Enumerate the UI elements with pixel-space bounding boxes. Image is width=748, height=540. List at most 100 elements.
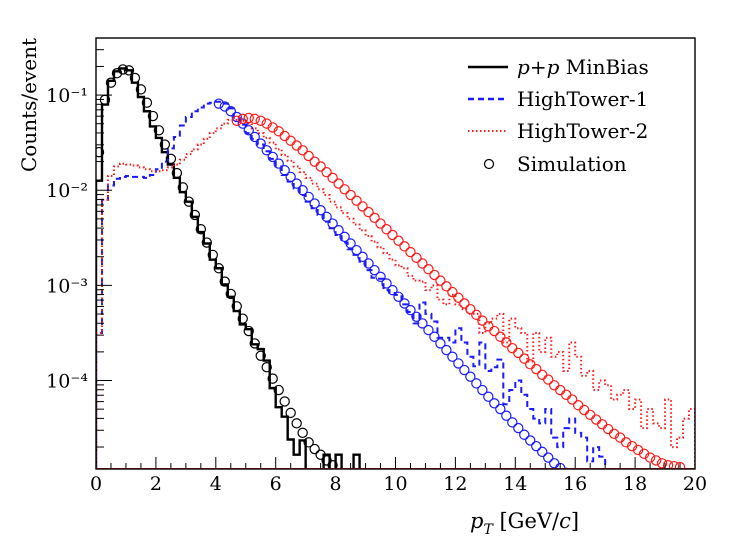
sim-marker-simulation-minbias: [255, 350, 266, 361]
sim-marker-simulation-hightower-2: [632, 444, 644, 456]
sim-marker-simulation-hightower-1: [477, 384, 488, 396]
sim-marker-simulation-hightower-2: [267, 122, 278, 133]
sim-marker-simulation-hightower-1: [369, 264, 380, 276]
sim-marker-simulation-minbias: [105, 77, 117, 88]
sim-marker-simulation-hightower-2: [423, 263, 434, 275]
sim-marker-simulation-hightower-1: [213, 98, 224, 109]
sim-marker-simulation-hightower-2: [549, 380, 560, 391]
sim-marker-simulation-minbias: [213, 263, 224, 274]
sim-marker-simulation-hightower-1: [537, 446, 548, 458]
x-tick-label: 20: [683, 473, 707, 495]
y-tick-label: 10⁻²: [46, 180, 88, 202]
series-hightower-2: [96, 118, 695, 469]
legend-hightower1-label: HighTower-1: [517, 87, 648, 111]
x-tick-label: 16: [563, 473, 587, 495]
x-tick-label: 2: [150, 473, 162, 495]
sim-marker-simulation-hightower-1: [531, 440, 542, 452]
sim-marker-simulation-hightower-1: [267, 151, 278, 163]
sim-marker-simulation-hightower-1: [381, 278, 392, 289]
sim-marker-simulation-hightower-1: [303, 191, 314, 203]
sim-marker-simulation-minbias: [231, 301, 242, 312]
sim-marker-simulation-minbias: [315, 449, 326, 460]
legend: p+p MinBias HighTower-1 HighTower-2 Simu…: [468, 55, 649, 176]
sim-marker-simulation-hightower-2: [555, 384, 566, 396]
sim-marker-simulation-hightower-1: [255, 138, 266, 149]
sim-marker-simulation-hightower-2: [417, 258, 428, 269]
sim-marker-simulation-hightower-1: [321, 211, 332, 223]
sim-marker-simulation-hightower-2: [303, 150, 314, 162]
sim-marker-simulation-hightower-2: [471, 309, 482, 321]
sim-marker-simulation-hightower-2: [519, 353, 530, 364]
sim-marker-simulation-hightower-2: [441, 281, 452, 292]
sim-marker-simulation-hightower-2: [638, 448, 650, 459]
sim-marker-simulation-hightower-2: [345, 189, 356, 201]
sim-marker-simulation-minbias: [237, 313, 248, 324]
sim-marker-simulation-hightower-2: [375, 218, 386, 229]
sim-marker-simulation-hightower-1: [453, 358, 464, 369]
sim-marker-simulation-hightower-2: [572, 400, 584, 411]
sim-marker-simulation-hightower-1: [285, 171, 296, 183]
sim-marker-simulation-hightower-2: [351, 195, 362, 206]
sim-marker-simulation-hightower-2: [381, 224, 392, 235]
sim-marker-simulation-minbias: [153, 125, 165, 136]
sim-marker-simulation-hightower-2: [399, 241, 410, 252]
sim-marker-simulation-minbias: [147, 110, 159, 122]
sim-marker-simulation-hightower-1: [513, 422, 524, 434]
sim-marker-simulation-hightower-2: [453, 292, 464, 303]
sim-marker-simulation-hightower-2: [357, 201, 368, 212]
sim-marker-simulation-hightower-1: [543, 452, 554, 463]
sim-marker-simulation-minbias: [96, 146, 105, 158]
sim-marker-simulation-hightower-2: [608, 428, 620, 439]
sim-marker-simulation-hightower-1: [465, 371, 476, 382]
sim-marker-simulation-hightower-1: [261, 145, 272, 156]
sim-marker-simulation-hightower-2: [405, 246, 416, 258]
sim-marker-simulation-hightower-1: [291, 178, 302, 189]
sim-marker-simulation-hightower-2: [674, 461, 686, 469]
sim-marker-simulation-minbias: [135, 84, 147, 95]
sim-marker-simulation-hightower-1: [225, 106, 236, 117]
sim-marker-simulation-minbias: [141, 97, 153, 108]
sim-marker-simulation-hightower-1: [471, 378, 482, 389]
sim-marker-simulation-hightower-2: [644, 452, 656, 463]
sim-marker-simulation-hightower-1: [351, 244, 362, 256]
sim-marker-simulation-hightower-2: [501, 337, 512, 348]
sim-marker-simulation-hightower-2: [650, 455, 662, 466]
sim-marker-simulation-hightower-2: [315, 161, 326, 172]
sim-marker-simulation-hightower-1: [333, 224, 344, 236]
sim-marker-simulation-hightower-2: [602, 423, 614, 435]
sim-marker-simulation-hightower-2: [291, 140, 302, 151]
legend-hightower2-label: HighTower-2: [517, 119, 648, 143]
sim-marker-simulation-hightower-1: [399, 298, 410, 309]
sim-marker-simulation-hightower-1: [231, 111, 242, 123]
sim-marker-simulation-hightower-2: [537, 369, 548, 381]
sim-marker-simulation-hightower-2: [543, 374, 554, 385]
sim-marker-simulation-hightower-1: [273, 158, 284, 169]
sim-marker-simulation-hightower-2: [411, 252, 422, 263]
sim-marker-simulation-hightower-2: [327, 172, 338, 184]
y-axis-label: Counts/event: [17, 38, 41, 172]
sim-marker-simulation-hightower-1: [375, 271, 386, 283]
sim-marker-simulation-hightower-1: [387, 284, 398, 296]
sim-marker-simulation-minbias: [195, 224, 207, 235]
sim-marker-simulation-hightower-1: [501, 410, 512, 421]
sim-marker-simulation-hightower-2: [429, 269, 440, 281]
sim-marker-simulation-minbias: [219, 276, 230, 287]
series-hightower-1: [96, 100, 607, 469]
sim-marker-simulation-hightower-1: [237, 118, 248, 129]
sim-marker-simulation-minbias: [243, 325, 254, 337]
x-tick-label: 14: [503, 473, 527, 495]
sim-marker-simulation-minbias: [225, 288, 236, 300]
sim-marker-simulation-hightower-2: [525, 359, 536, 370]
sim-marker-simulation-hightower-1: [459, 364, 470, 376]
sim-marker-simulation-hightower-1: [435, 338, 446, 349]
sim-marker-simulation-hightower-1: [447, 351, 458, 362]
sim-marker-simulation-hightower-2: [279, 130, 290, 142]
sim-marker-simulation-hightower-1: [519, 429, 530, 440]
x-tick-label: 8: [330, 473, 342, 495]
sim-marker-simulation-hightower-1: [363, 258, 374, 269]
sim-marker-simulation-hightower-1: [315, 205, 326, 216]
sim-marker-simulation-hightower-1: [525, 435, 536, 446]
sim-marker-simulation-hightower-2: [459, 298, 470, 309]
sim-marker-simulation-minbias: [123, 65, 135, 76]
